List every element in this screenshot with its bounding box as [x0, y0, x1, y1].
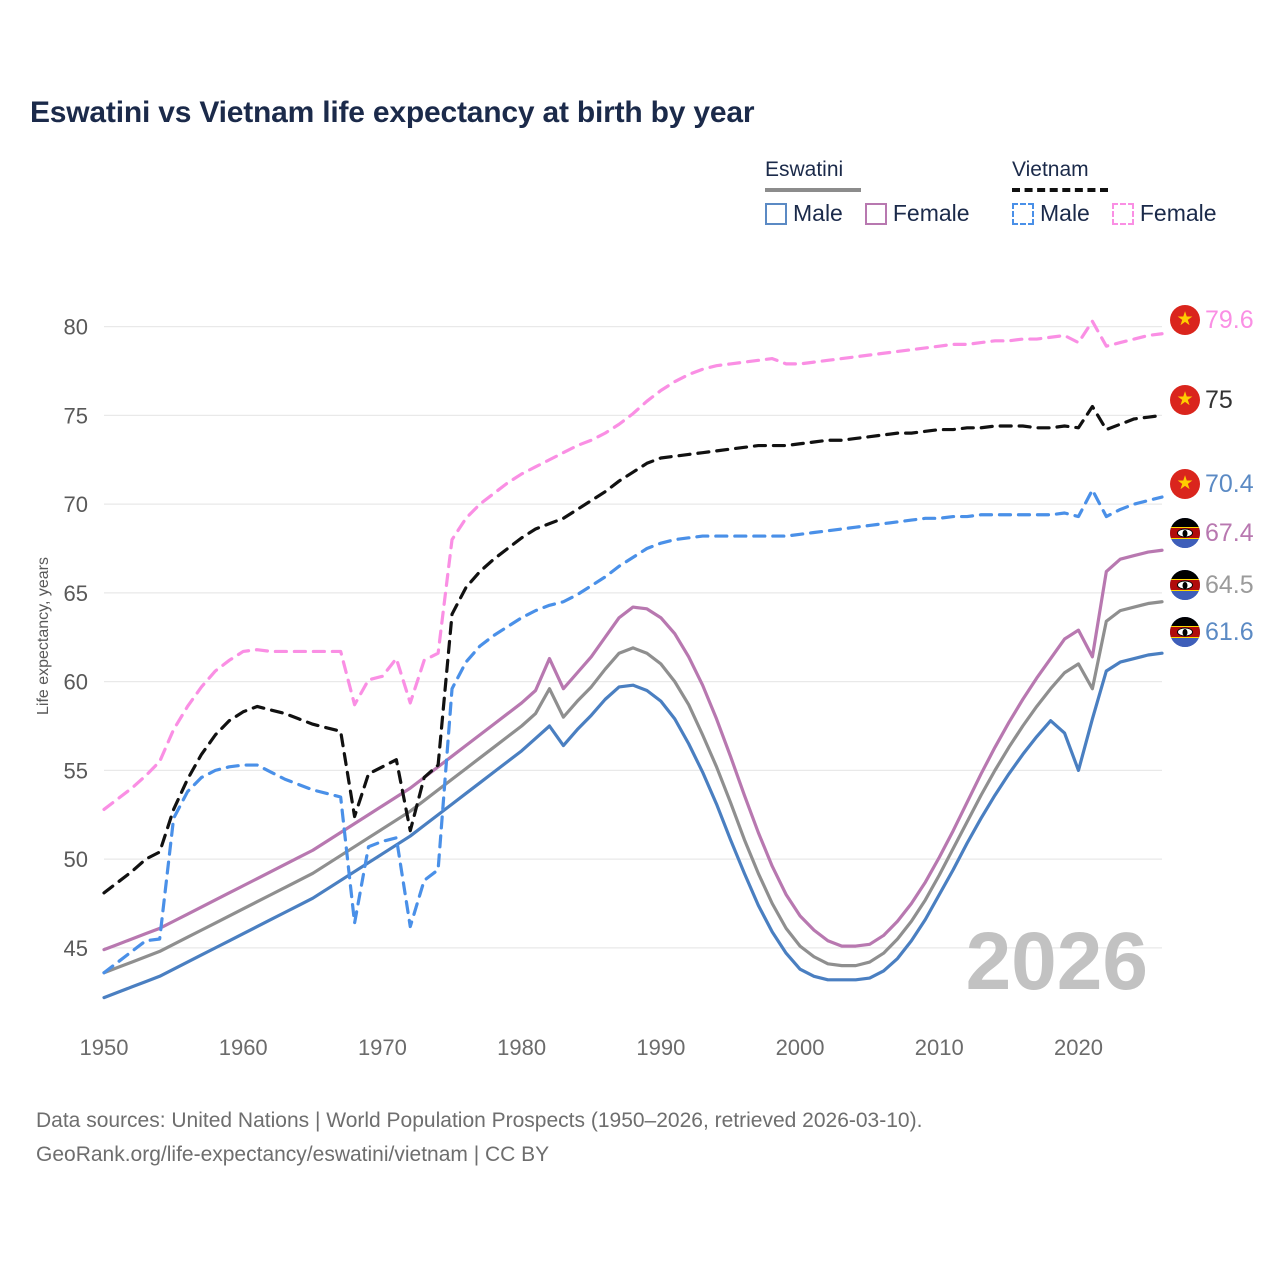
legend-country-vietnam: Vietnam [1012, 158, 1089, 181]
x-axis-tick: 1990 [636, 1035, 685, 1060]
page-title: Eswatini vs Vietnam life expectancy at b… [30, 96, 755, 129]
y-axis-label: Life expectancy, years [35, 557, 52, 715]
y-axis-tick: 65 [64, 581, 88, 606]
y-axis-tick: 70 [64, 492, 88, 517]
y-axis-tick: 75 [64, 403, 88, 428]
vietnam-flag-icon: ★ [1170, 469, 1200, 499]
legend-item-vietnam-male[interactable]: Male [1012, 200, 1090, 227]
x-axis-tick: 2000 [776, 1035, 825, 1060]
legend-rule-solid [765, 188, 861, 192]
vietnam-flag-icon: ★ [1170, 305, 1200, 335]
series-end-value: 79.6 [1205, 305, 1254, 334]
series-line [102, 404, 1164, 895]
legend-swatch-icon-eswatini-male [765, 202, 787, 225]
legend-group-vietnam: Vietnam Male Female [1012, 158, 1217, 227]
legend-country-eswatini: Eswatini [765, 158, 844, 181]
series-end-label: ★ 70.4 [1170, 469, 1254, 499]
series-line [102, 319, 1164, 812]
series-end-label: ★ 79.6 [1170, 305, 1254, 335]
legend-item-eswatini-female[interactable]: Female [864, 200, 970, 227]
series-line [102, 488, 1164, 975]
legend-group-eswatini: Eswatini Male Female [765, 158, 970, 227]
footer: Data sources: United Nations | World Pop… [36, 1104, 1236, 1172]
y-axis-tick: 45 [64, 936, 88, 961]
y-axis-tick: 60 [64, 670, 88, 695]
x-axis-tick: 1970 [358, 1035, 407, 1060]
footer-line-attribution[interactable]: GeoRank.org/life-expectancy/eswatini/vie… [36, 1143, 550, 1167]
y-axis-tick: 80 [64, 315, 88, 340]
legend-rule-dashed [1012, 188, 1108, 192]
vietnam-flag-icon: ★ [1170, 385, 1200, 415]
x-axis-tick: 2010 [915, 1035, 964, 1060]
year-watermark: 2026 [965, 916, 1148, 1007]
series-end-value: 64.5 [1205, 570, 1254, 599]
series-end-label: 64.5 [1170, 570, 1254, 600]
x-axis-tick: 1950 [80, 1035, 129, 1060]
legend-swatch-icon-vietnam-female [1111, 202, 1134, 225]
series-end-label: ★ 75 [1170, 385, 1233, 415]
legend-swatch-icon-vietnam-male [1012, 202, 1034, 225]
series-end-value: 61.6 [1205, 617, 1254, 646]
series-end-label: 61.6 [1170, 617, 1254, 647]
series-line [102, 600, 1164, 975]
legend-label-vietnam-male: Male [1040, 200, 1090, 226]
x-axis-tick: 2020 [1054, 1035, 1103, 1060]
y-axis-tick: 55 [64, 758, 88, 783]
x-axis-tick: 1980 [497, 1035, 546, 1060]
series-end-value: 67.4 [1205, 518, 1254, 547]
legend-item-vietnam-female[interactable]: Female [1111, 200, 1217, 227]
series-end-value: 70.4 [1205, 469, 1254, 498]
x-axis-tick: 1960 [219, 1035, 268, 1060]
series-end-value: 75 [1205, 385, 1233, 414]
series-line [102, 651, 1164, 1000]
legend-label-vietnam-female: Female [1139, 200, 1217, 226]
eswatini-flag-icon [1170, 518, 1200, 548]
chart-legend: Eswatini Male Female Vietnam Male [760, 158, 1260, 243]
footer-line-sources: Data sources: United Nations | World Pop… [36, 1109, 923, 1132]
eswatini-flag-icon [1170, 617, 1200, 647]
legend-label-eswatini-male: Male [793, 200, 843, 226]
legend-swatch-icon-eswatini-female [864, 202, 887, 225]
eswatini-flag-icon [1170, 570, 1200, 600]
series-end-label: 67.4 [1170, 518, 1254, 548]
series-line [102, 548, 1164, 952]
legend-label-eswatini-female: Female [892, 200, 970, 226]
y-axis-tick: 50 [64, 847, 88, 872]
legend-item-eswatini-male[interactable]: Male [765, 200, 843, 227]
